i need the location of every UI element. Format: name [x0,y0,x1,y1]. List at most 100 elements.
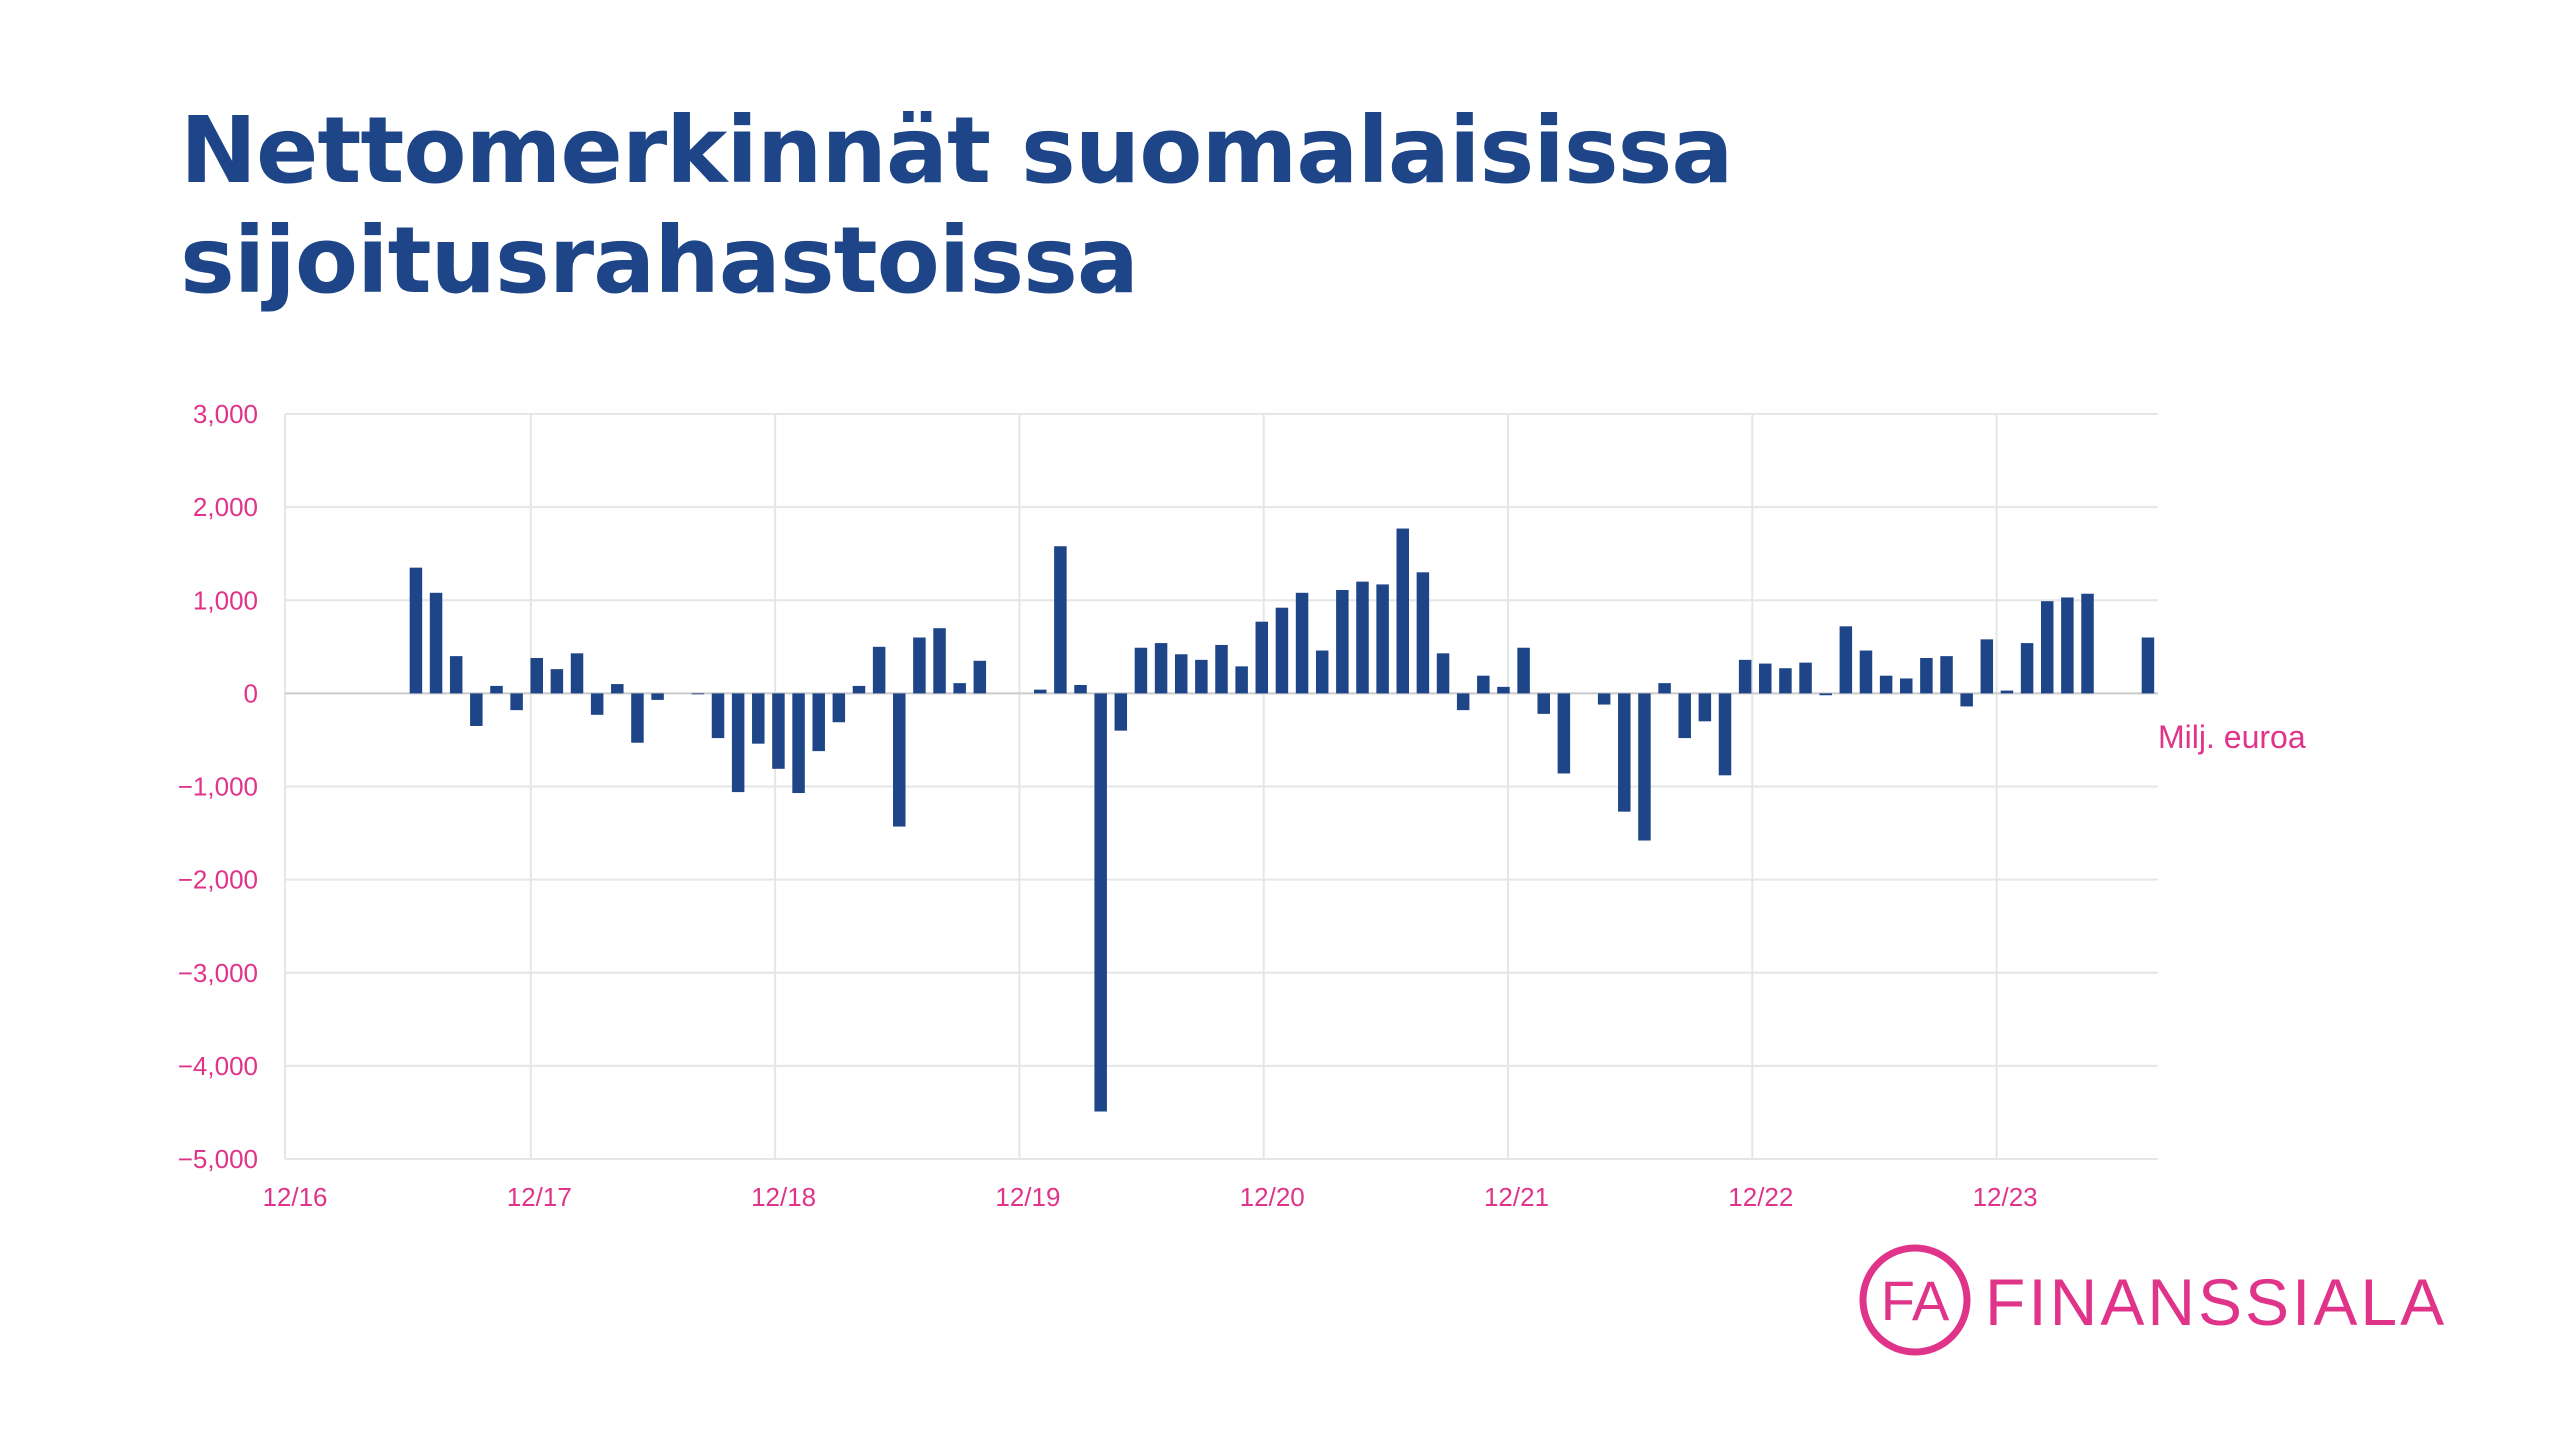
bar [1920,657,1933,694]
logo-monogram: FA [1881,1269,1950,1332]
logo-wordmark: FINANSSIALA [1985,1265,2448,1339]
x-tick-label: 12/19 [995,1182,1060,1212]
x-axis-tick-labels: 12/16 12/17 12/18 12/19 12/20 12/21 12/22 12/23 [262,1182,2037,1212]
bar [1275,607,1289,694]
bar [933,628,946,694]
bar [1497,686,1510,694]
bar [953,683,966,694]
bar [1900,678,1913,694]
bar [2141,637,2155,694]
x-tick-label: 12/20 [1240,1182,1305,1212]
bar [651,693,664,700]
bar [1416,572,1430,694]
finanssiala-logo: FA FINANSSIALA [1855,1240,2475,1360]
bar [1114,693,1128,731]
bar [691,693,705,695]
bar [2040,601,2054,694]
bar [1356,581,1369,694]
bar [1376,584,1389,694]
bar [1839,626,1853,694]
bar [1718,693,1732,776]
bar [1819,693,1832,696]
bar [893,693,906,827]
bar [1134,647,1148,694]
bar [1336,590,1349,694]
bar [631,693,644,743]
bar [2061,597,2074,694]
bar-series [409,528,2155,1112]
bar [973,660,987,694]
chart-title: Nettomerkinnät suomalaisissa sijoitusrah… [180,96,1733,316]
bar [852,685,866,694]
x-tick-label: 12/22 [1728,1182,1793,1212]
bar [1295,592,1309,694]
bar [1396,528,1409,694]
bar [1759,663,1772,694]
bar [530,657,543,694]
x-tick-label: 12/18 [751,1182,816,1212]
bar [1618,693,1631,812]
bar [1940,656,1953,694]
x-tick-label: 12/21 [1484,1182,1549,1212]
bar [2020,643,2034,694]
bar [1074,684,1087,694]
bar [1658,683,1671,694]
x-tick-label: 12/23 [1973,1182,2038,1212]
bar [1215,644,1228,694]
bar [429,592,443,694]
bar [1174,654,1188,694]
bar [1034,689,1047,694]
bar [570,653,584,694]
x-tick-label: 12/16 [262,1182,327,1212]
bar [1154,643,1168,694]
bar [913,637,926,694]
bar [590,693,604,715]
bar [1195,659,1208,694]
y-tick-label: −2,000 [178,865,258,895]
bar [1638,693,1651,841]
bar [711,693,725,739]
chart-title-line-1: Nettomerkinnät suomalaisissa [180,97,1733,204]
bar [1678,693,1691,739]
bar [1054,546,1067,694]
bar [1597,693,1611,705]
bar [1879,675,1893,694]
bar [409,567,423,694]
fa-monogram-icon: FA [1859,1244,1971,1356]
x-tick-label: 12/17 [507,1182,572,1212]
bar [1456,693,1470,711]
y-axis-tick-labels: 3,000 2,000 1,000 0 −1,000 −2,000 −3,000 −4,000… [178,399,258,1174]
bar [731,693,745,793]
y-tick-label: 1,000 [193,585,258,615]
bar [1859,650,1873,694]
bar [752,693,765,744]
bar [1517,647,1530,694]
bar [792,693,805,794]
bar [2000,690,2014,694]
bar [1779,668,1792,694]
bar [1094,693,1107,1112]
bar [832,693,846,723]
bar [1960,693,1973,707]
bar [449,656,463,694]
bar [1557,693,1571,774]
bar [510,693,523,711]
horizontal-gridlines [285,413,2158,1160]
bar [1738,659,1752,694]
bar [1698,693,1712,722]
bar [490,685,503,694]
chart-title-line-2: sijoitusrahastoissa [180,207,1139,314]
bar [611,684,624,694]
y-tick-label: 3,000 [193,399,258,429]
bar [2081,593,2094,694]
y-tick-label: −5,000 [178,1144,258,1174]
bar [1980,639,1994,694]
unit-label: Milj. euroa [2158,719,2306,755]
bar [812,693,825,752]
bar [470,693,483,726]
bar [550,669,564,694]
y-tick-label: −1,000 [178,772,258,802]
bar [1477,675,1490,694]
y-tick-label: 0 [244,678,258,708]
